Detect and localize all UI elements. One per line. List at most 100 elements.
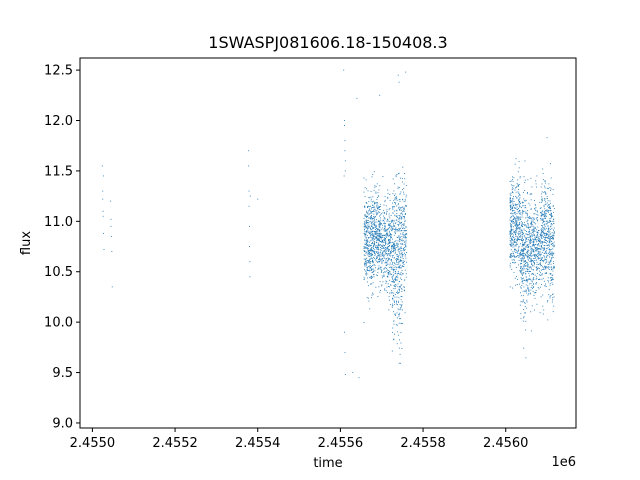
data-point — [542, 221, 544, 223]
data-point — [374, 255, 376, 257]
data-point — [547, 319, 549, 321]
data-point — [387, 245, 389, 247]
data-point — [548, 207, 549, 209]
data-point — [379, 212, 381, 214]
data-point — [546, 256, 548, 258]
data-point — [548, 228, 550, 230]
data-point — [396, 243, 398, 245]
y-tick-label: 12.5 — [44, 64, 73, 79]
data-point — [344, 125, 345, 126]
data-point — [383, 274, 385, 276]
data-point — [515, 232, 517, 234]
data-point — [394, 301, 395, 303]
data-point — [383, 204, 385, 206]
data-point — [538, 254, 540, 256]
data-point — [551, 277, 553, 279]
data-point — [550, 223, 552, 224]
data-point — [379, 241, 381, 243]
data-point — [525, 254, 527, 256]
data-point — [509, 264, 511, 266]
data-point — [367, 240, 369, 242]
data-point — [552, 267, 554, 269]
data-point — [375, 219, 377, 221]
data-point — [534, 246, 536, 248]
data-point — [552, 294, 553, 295]
data-point — [389, 242, 391, 244]
data-point — [394, 201, 396, 203]
data-point — [547, 211, 549, 213]
data-point — [537, 220, 538, 222]
data-point — [551, 257, 553, 259]
data-point — [366, 212, 368, 214]
data-point — [248, 165, 250, 167]
data-point — [518, 200, 520, 202]
data-point — [527, 219, 529, 221]
data-point — [393, 264, 395, 266]
data-point — [395, 222, 397, 224]
data-point — [513, 231, 515, 233]
data-point — [385, 250, 387, 252]
data-point — [528, 254, 530, 256]
data-point — [400, 284, 402, 286]
data-point — [394, 228, 396, 230]
data-point — [400, 273, 402, 275]
data-point — [553, 266, 555, 268]
data-point — [396, 216, 398, 218]
data-point — [532, 260, 534, 262]
data-point — [373, 171, 375, 173]
data-point — [536, 264, 538, 266]
data-point — [536, 241, 537, 243]
data-point — [393, 285, 395, 287]
data-point — [372, 222, 374, 224]
data-point — [522, 266, 524, 268]
data-point — [396, 215, 398, 217]
data-point — [533, 295, 535, 296]
data-point — [352, 372, 354, 373]
data-point — [371, 272, 373, 274]
data-point — [533, 258, 535, 260]
data-point — [544, 239, 546, 241]
data-point — [513, 259, 515, 261]
data-point — [388, 249, 390, 250]
data-point — [517, 189, 519, 190]
data-point — [514, 224, 516, 226]
data-point — [395, 197, 397, 199]
x-axis-label: time — [313, 456, 342, 471]
data-point — [378, 258, 380, 260]
data-point — [522, 250, 524, 252]
data-point — [521, 273, 523, 275]
data-point — [399, 243, 401, 245]
data-point — [536, 303, 538, 305]
data-point — [393, 245, 395, 247]
data-point — [517, 239, 519, 240]
data-point — [396, 331, 398, 333]
data-point — [402, 273, 404, 275]
data-point — [552, 274, 554, 276]
data-point — [400, 246, 402, 248]
data-point — [538, 240, 539, 242]
data-point — [403, 264, 405, 265]
data-point — [528, 275, 530, 277]
data-point — [514, 222, 515, 224]
data-point — [343, 69, 345, 71]
data-point — [367, 270, 368, 271]
data-point — [373, 189, 375, 191]
data-point — [509, 219, 511, 221]
data-point — [364, 225, 366, 227]
data-point — [547, 210, 549, 212]
data-point — [367, 277, 369, 279]
data-point — [381, 234, 383, 236]
data-point — [373, 274, 375, 275]
data-point — [514, 256, 516, 258]
data-point — [530, 311, 532, 313]
data-point — [364, 207, 366, 209]
data-point — [510, 195, 512, 196]
data-point — [521, 243, 523, 245]
data-point — [550, 233, 552, 235]
data-point — [367, 241, 369, 243]
data-point — [367, 213, 369, 215]
data-point — [374, 186, 376, 188]
data-point — [538, 252, 540, 254]
data-point — [526, 245, 528, 247]
data-point — [525, 273, 527, 275]
